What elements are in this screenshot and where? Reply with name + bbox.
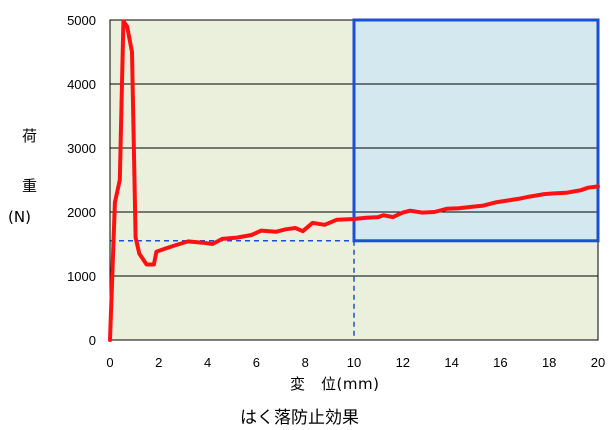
x-tick-label: 16 [493, 355, 507, 370]
y-tick-label: 1000 [67, 269, 96, 284]
highlight-region-border [352, 18, 600, 243]
x-tick-label: 4 [204, 355, 211, 370]
x-tick-label: 10 [347, 355, 361, 370]
y-tick-label: 5000 [67, 13, 96, 28]
x-tick-label: 12 [396, 355, 410, 370]
highlight-region-fill [354, 20, 598, 241]
y-axis-label-mid: 重 [22, 177, 38, 195]
series-line [108, 19, 600, 342]
y-axis-label-unit: (N) [8, 208, 31, 226]
x-axis-label: 変 位(mm) [290, 375, 380, 393]
x-tick-label: 14 [444, 355, 458, 370]
x-tick-label: 20 [591, 355, 605, 370]
y-tick-label: 2000 [67, 205, 96, 220]
x-tick-label: 6 [253, 355, 260, 370]
y-tick-label: 0 [89, 333, 96, 348]
x-tick-label: 2 [155, 355, 162, 370]
x-tick-label: 8 [302, 355, 309, 370]
x-tick-label: 0 [106, 355, 113, 370]
y-axis-label-top: 荷 [22, 127, 38, 145]
chart-title: はく落防止効果 [240, 408, 359, 428]
y-tick-label: 3000 [67, 141, 96, 156]
y-tick-label: 4000 [67, 77, 96, 92]
x-tick-label: 18 [542, 355, 556, 370]
